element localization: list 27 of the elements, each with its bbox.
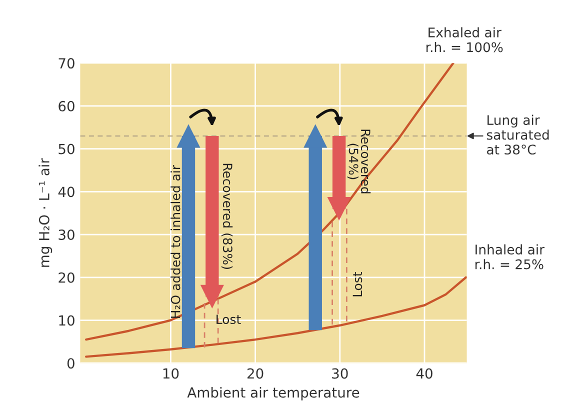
annotation: Recovered (54%) xyxy=(347,130,371,194)
y-tick-label: 0 xyxy=(67,358,74,369)
x-axis-title: Ambient air temperature xyxy=(187,386,360,400)
y-tick-label: 30 xyxy=(58,230,74,240)
y-tick-label: 20 xyxy=(58,272,74,283)
ref-line-label: Lung air saturated at 38°C xyxy=(486,114,549,155)
x-tick-label: 30 xyxy=(332,368,348,379)
annotation: H₂O added to inhaled air xyxy=(170,164,180,318)
x-tick-label: 40 xyxy=(416,368,432,379)
y-tick-label: 10 xyxy=(59,315,74,326)
annotation: Lost xyxy=(352,272,362,296)
x-tick-label: 20 xyxy=(247,368,264,379)
annotation: Lost xyxy=(216,314,241,324)
annotation: Recovered (83%) xyxy=(221,164,233,269)
y-axis-title: mg H₂O · L⁻¹ air xyxy=(38,158,52,267)
series-label: Exhaled air r.h. = 100% xyxy=(426,27,503,52)
point xyxy=(327,197,351,221)
x-tick-label: 10 xyxy=(163,368,179,379)
y-tick-label: 40 xyxy=(58,186,74,198)
point xyxy=(200,284,224,308)
y-tick-label: 70 xyxy=(58,58,74,69)
point xyxy=(176,124,200,148)
y-tick-label: 60 xyxy=(58,100,74,112)
series-label: Inhaled air r.h. = 25% xyxy=(475,244,545,270)
point xyxy=(304,124,328,148)
y-tick-label: 50 xyxy=(58,144,74,154)
line-series xyxy=(85,63,454,341)
